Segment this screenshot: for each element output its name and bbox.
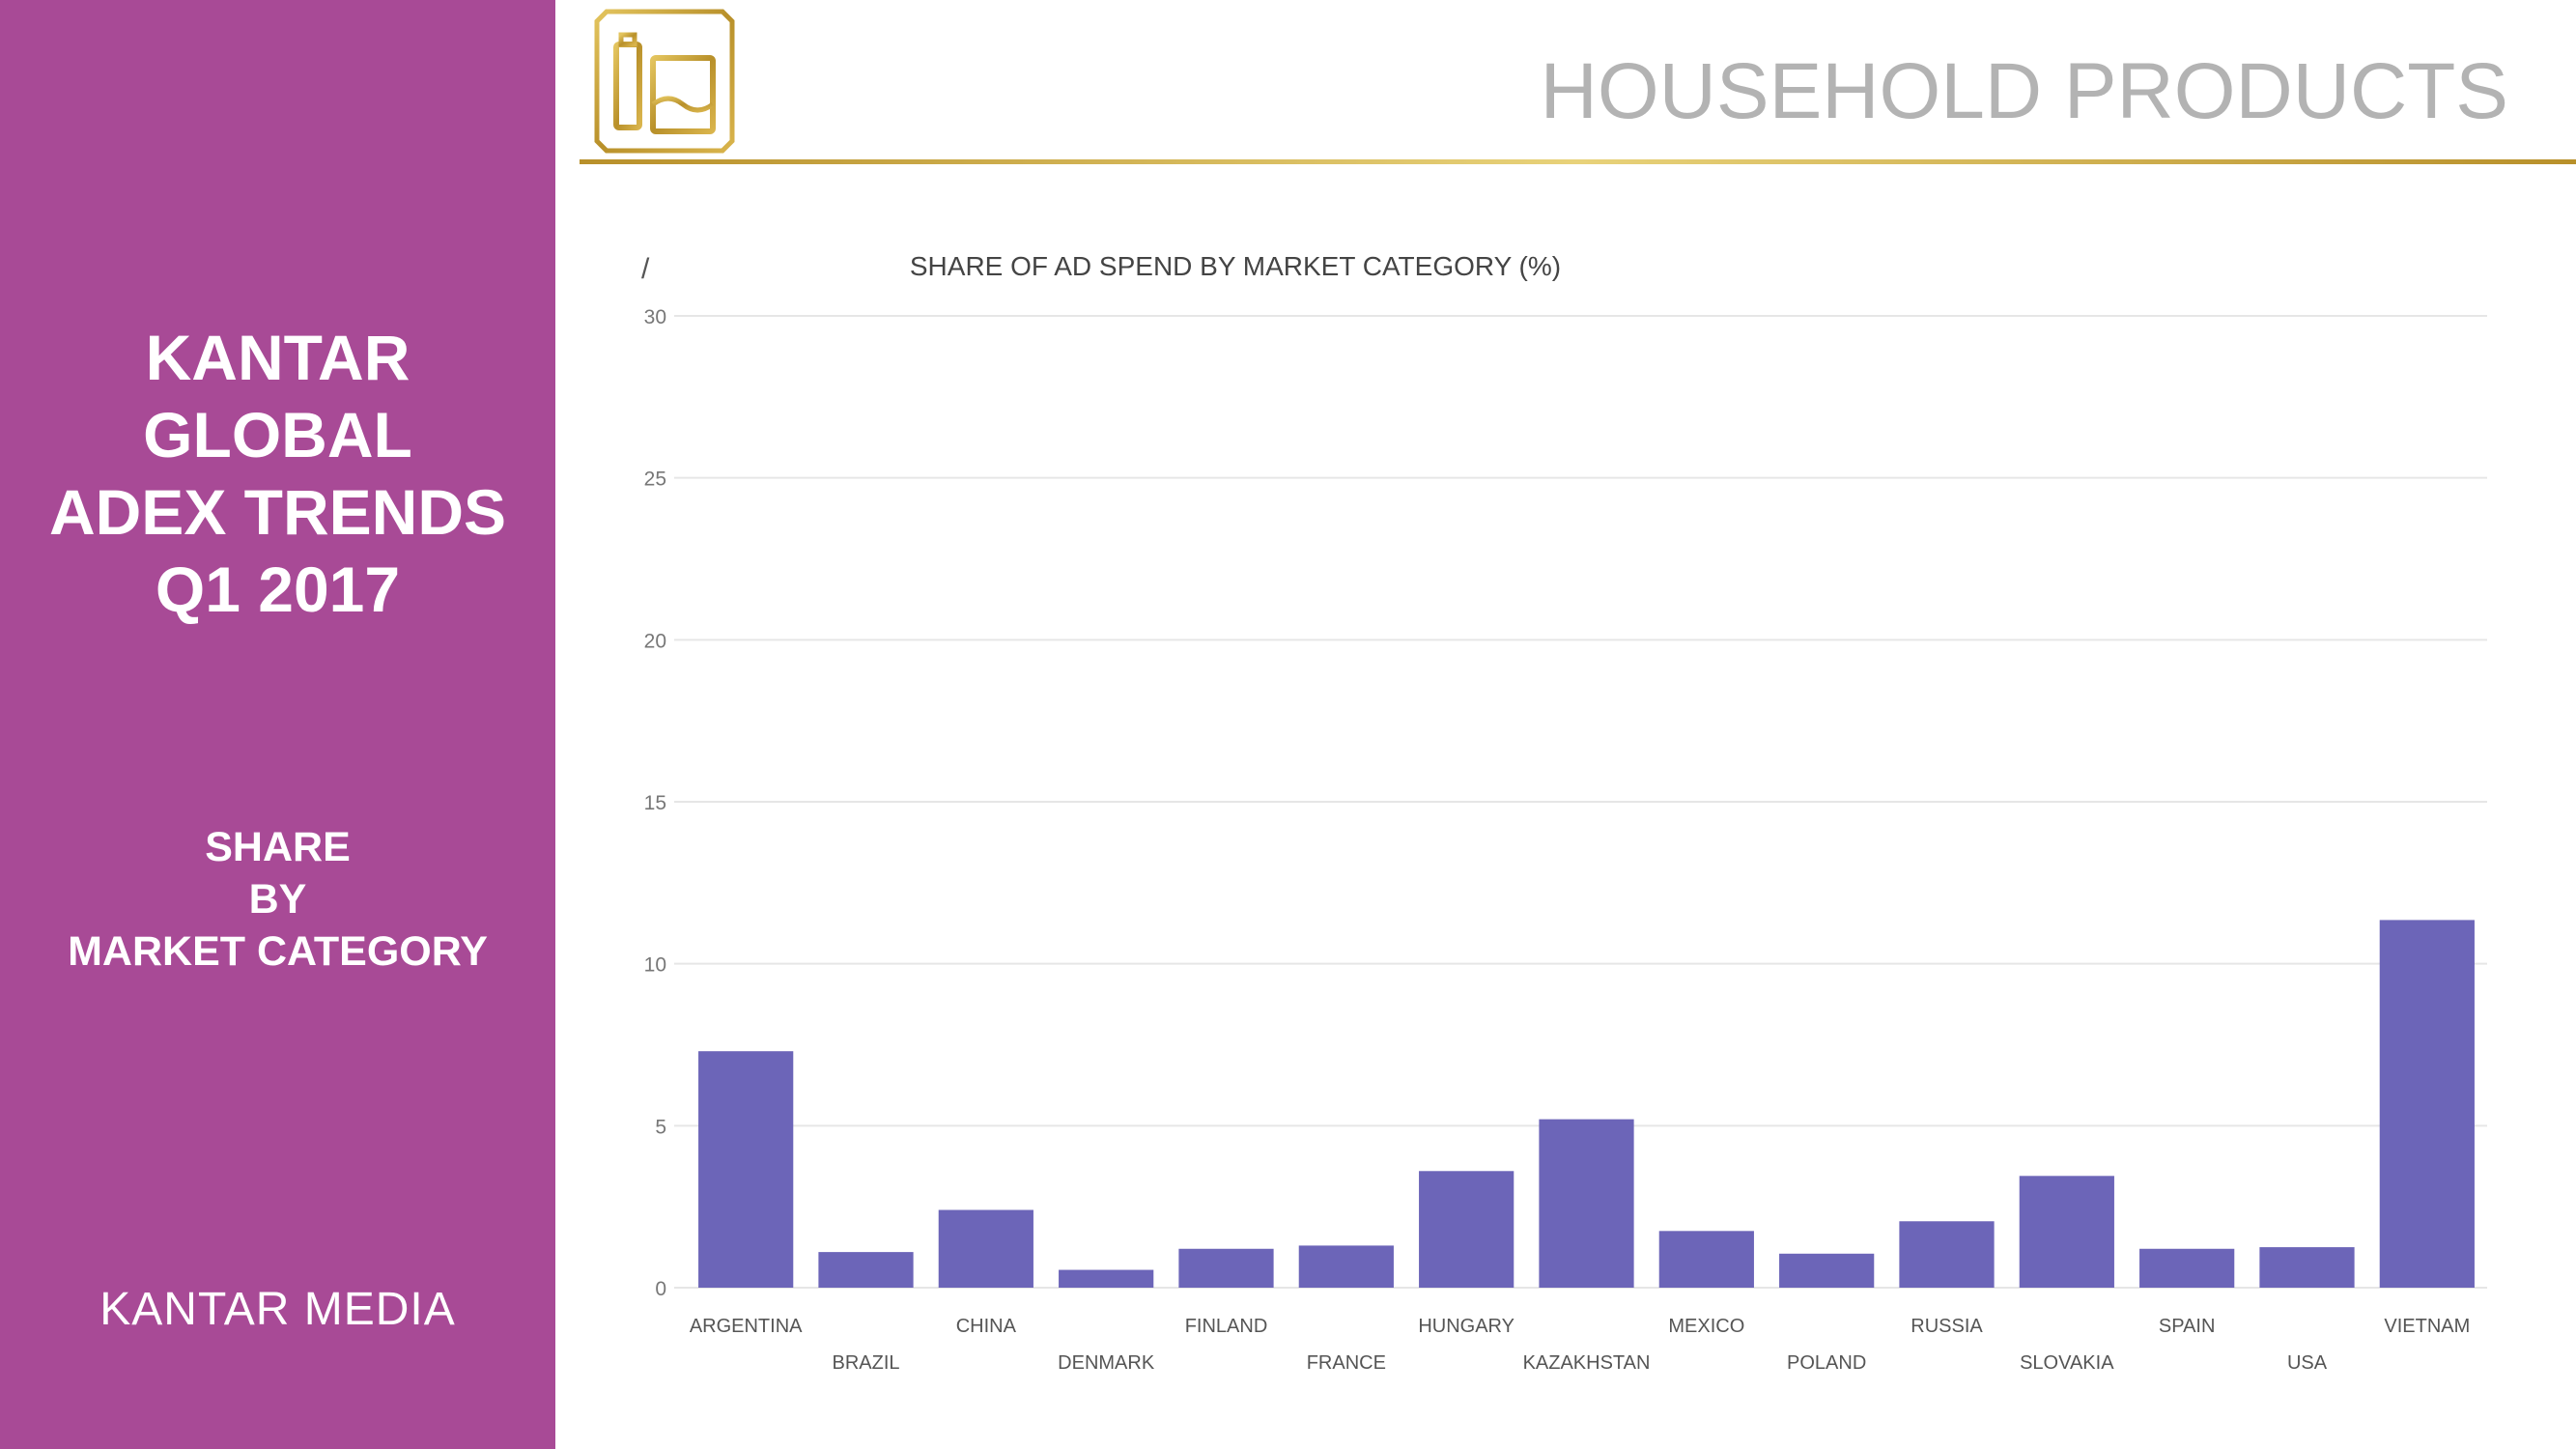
bar: [1658, 1231, 1754, 1288]
report-title-line: ADEX TRENDS: [48, 476, 507, 548]
y-axis-ticks: 0 5 10 15 20 25 30: [644, 306, 666, 1300]
section-subtitle-line: MARKET CATEGORY: [68, 928, 488, 975]
section-subtitle-line: BY: [248, 876, 307, 923]
y-tick-label: 0: [655, 1278, 666, 1300]
x-tick-label: FINLAND: [1185, 1316, 1268, 1337]
x-tick-label: KAZAKHSTAN: [1523, 1352, 1651, 1374]
section-subtitle-line: SHARE: [205, 824, 351, 870]
chart-title: SHARE OF AD SPEND BY MARKET CATEGORY (%): [910, 251, 1561, 281]
x-tick-label: MEXICO: [1668, 1316, 1744, 1337]
x-tick-label: CHINA: [956, 1316, 1017, 1337]
report-title-line: Q1 2017: [155, 554, 401, 625]
x-tick-label: USA: [2287, 1352, 2328, 1374]
x-tick-label: RUSSIA: [1911, 1316, 1983, 1337]
bar: [818, 1252, 914, 1288]
y-tick-label: 5: [655, 1116, 666, 1138]
y-tick-label: 10: [644, 954, 666, 977]
bar: [2259, 1247, 2355, 1288]
bar: [2139, 1248, 2235, 1288]
bar: [1178, 1248, 1274, 1288]
bar: [698, 1051, 794, 1288]
y-tick-label: 20: [644, 630, 666, 652]
x-tick-label: ARGENTINA: [690, 1316, 803, 1337]
chart-bars: [698, 920, 2475, 1288]
report-title: KANTAR GLOBAL ADEX TRENDS Q1 2017: [0, 319, 555, 628]
kantar-media-logo: KANTAR MEDIA: [99, 1284, 456, 1335]
x-tick-label: DENMARK: [1058, 1352, 1155, 1374]
bar: [1899, 1221, 1995, 1288]
x-tick-label: SPAIN: [2159, 1316, 2216, 1337]
bar: [2379, 920, 2475, 1288]
bar: [1779, 1253, 1875, 1288]
y-tick-label: 25: [644, 469, 666, 491]
bar-chart: / SHARE OF AD SPEND BY MARKET CATEGORY (…: [641, 251, 2487, 1374]
x-tick-label: HUNGARY: [1418, 1316, 1514, 1337]
x-tick-label: POLAND: [1787, 1352, 1866, 1374]
sidebar: KANTAR GLOBAL ADEX TRENDS Q1 2017 SHARE …: [0, 0, 555, 1449]
y-tick-label: 15: [644, 792, 666, 814]
x-tick-label: SLOVAKIA: [2020, 1352, 2114, 1374]
report-title-line: KANTAR: [145, 322, 410, 393]
bar: [1298, 1245, 1394, 1288]
page-title: HOUSEHOLD PRODUCTS: [1540, 47, 2508, 135]
report-title-line: GLOBAL: [143, 399, 412, 470]
x-axis-labels: ARGENTINA BRAZIL CHINA DENMARK FINLAND FRANCE…: [690, 1316, 2470, 1374]
bar: [1059, 1269, 1154, 1288]
bar: [1419, 1171, 1514, 1288]
bar: [1539, 1119, 1634, 1288]
chart-corner-mark: /: [641, 253, 650, 285]
household-products-icon: [594, 9, 735, 154]
y-tick-label: 30: [644, 306, 666, 328]
header-divider: [580, 159, 2576, 164]
x-tick-label: BRAZIL: [832, 1352, 899, 1374]
section-subtitle: SHARE BY MARKET CATEGORY: [0, 821, 555, 978]
bar: [938, 1209, 1033, 1288]
x-tick-label: FRANCE: [1307, 1352, 1386, 1374]
x-tick-label: VIETNAM: [2384, 1316, 2470, 1337]
bar: [2019, 1176, 2114, 1288]
